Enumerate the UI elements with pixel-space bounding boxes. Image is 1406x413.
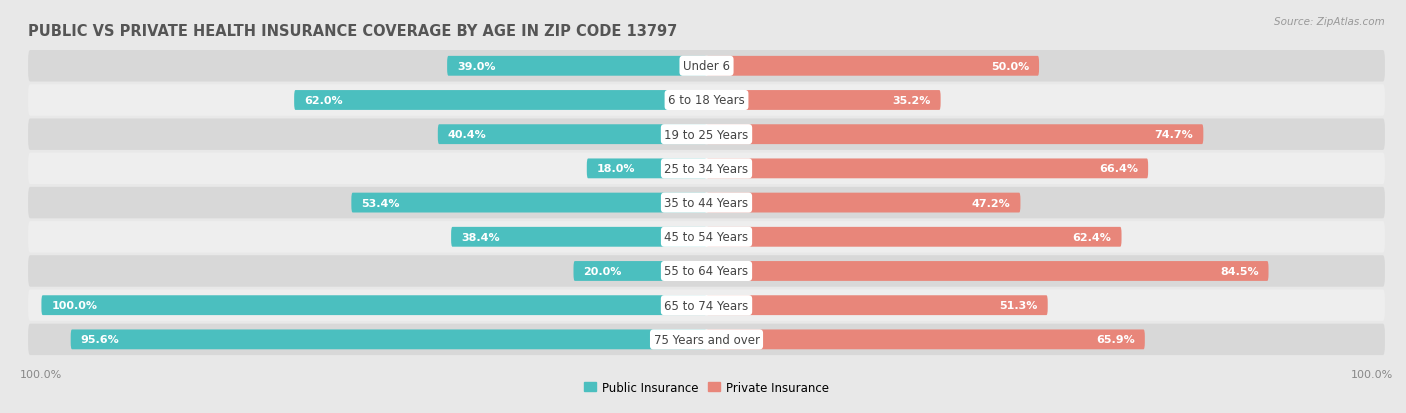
Text: 19 to 25 Years: 19 to 25 Years	[665, 128, 748, 141]
Legend: Public Insurance, Private Insurance: Public Insurance, Private Insurance	[579, 376, 834, 399]
Text: 39.0%: 39.0%	[457, 62, 495, 71]
FancyBboxPatch shape	[707, 57, 1039, 76]
FancyBboxPatch shape	[28, 324, 1385, 355]
FancyBboxPatch shape	[707, 261, 1268, 281]
Text: 47.2%: 47.2%	[972, 198, 1011, 208]
FancyBboxPatch shape	[28, 119, 1385, 151]
Text: 74.7%: 74.7%	[1154, 130, 1194, 140]
FancyBboxPatch shape	[352, 193, 707, 213]
FancyBboxPatch shape	[707, 296, 1047, 316]
FancyBboxPatch shape	[574, 261, 707, 281]
Text: 75 Years and over: 75 Years and over	[654, 333, 759, 346]
FancyBboxPatch shape	[451, 227, 707, 247]
FancyBboxPatch shape	[70, 330, 707, 349]
Text: 25 to 34 Years: 25 to 34 Years	[665, 162, 748, 176]
FancyBboxPatch shape	[28, 290, 1385, 321]
Text: 65 to 74 Years: 65 to 74 Years	[665, 299, 748, 312]
Text: 20.0%: 20.0%	[583, 266, 621, 276]
FancyBboxPatch shape	[707, 193, 1021, 213]
FancyBboxPatch shape	[28, 188, 1385, 219]
FancyBboxPatch shape	[437, 125, 707, 145]
Text: 84.5%: 84.5%	[1220, 266, 1258, 276]
Text: 65.9%: 65.9%	[1097, 335, 1135, 344]
Text: 40.4%: 40.4%	[447, 130, 486, 140]
Text: 53.4%: 53.4%	[361, 198, 399, 208]
FancyBboxPatch shape	[707, 159, 1149, 179]
FancyBboxPatch shape	[586, 159, 707, 179]
Text: 62.0%: 62.0%	[304, 96, 343, 106]
Text: Source: ZipAtlas.com: Source: ZipAtlas.com	[1274, 17, 1385, 26]
FancyBboxPatch shape	[28, 153, 1385, 185]
Text: 51.3%: 51.3%	[1000, 300, 1038, 311]
Text: 62.4%: 62.4%	[1073, 232, 1112, 242]
FancyBboxPatch shape	[707, 227, 1122, 247]
Text: 35 to 44 Years: 35 to 44 Years	[665, 197, 748, 209]
FancyBboxPatch shape	[28, 85, 1385, 116]
Text: 18.0%: 18.0%	[596, 164, 636, 174]
Text: 45 to 54 Years: 45 to 54 Years	[665, 231, 748, 244]
FancyBboxPatch shape	[294, 91, 707, 111]
Text: Under 6: Under 6	[683, 60, 730, 73]
FancyBboxPatch shape	[28, 256, 1385, 287]
FancyBboxPatch shape	[28, 51, 1385, 82]
Text: 38.4%: 38.4%	[461, 232, 499, 242]
Text: PUBLIC VS PRIVATE HEALTH INSURANCE COVERAGE BY AGE IN ZIP CODE 13797: PUBLIC VS PRIVATE HEALTH INSURANCE COVER…	[28, 24, 678, 39]
FancyBboxPatch shape	[28, 221, 1385, 253]
Text: 100.0%: 100.0%	[52, 300, 97, 311]
Text: 66.4%: 66.4%	[1099, 164, 1139, 174]
FancyBboxPatch shape	[41, 296, 707, 316]
Text: 50.0%: 50.0%	[991, 62, 1029, 71]
Text: 35.2%: 35.2%	[893, 96, 931, 106]
FancyBboxPatch shape	[707, 91, 941, 111]
FancyBboxPatch shape	[447, 57, 707, 76]
Text: 95.6%: 95.6%	[80, 335, 120, 344]
Text: 55 to 64 Years: 55 to 64 Years	[665, 265, 748, 278]
Text: 6 to 18 Years: 6 to 18 Years	[668, 94, 745, 107]
FancyBboxPatch shape	[707, 330, 1144, 349]
FancyBboxPatch shape	[707, 125, 1204, 145]
